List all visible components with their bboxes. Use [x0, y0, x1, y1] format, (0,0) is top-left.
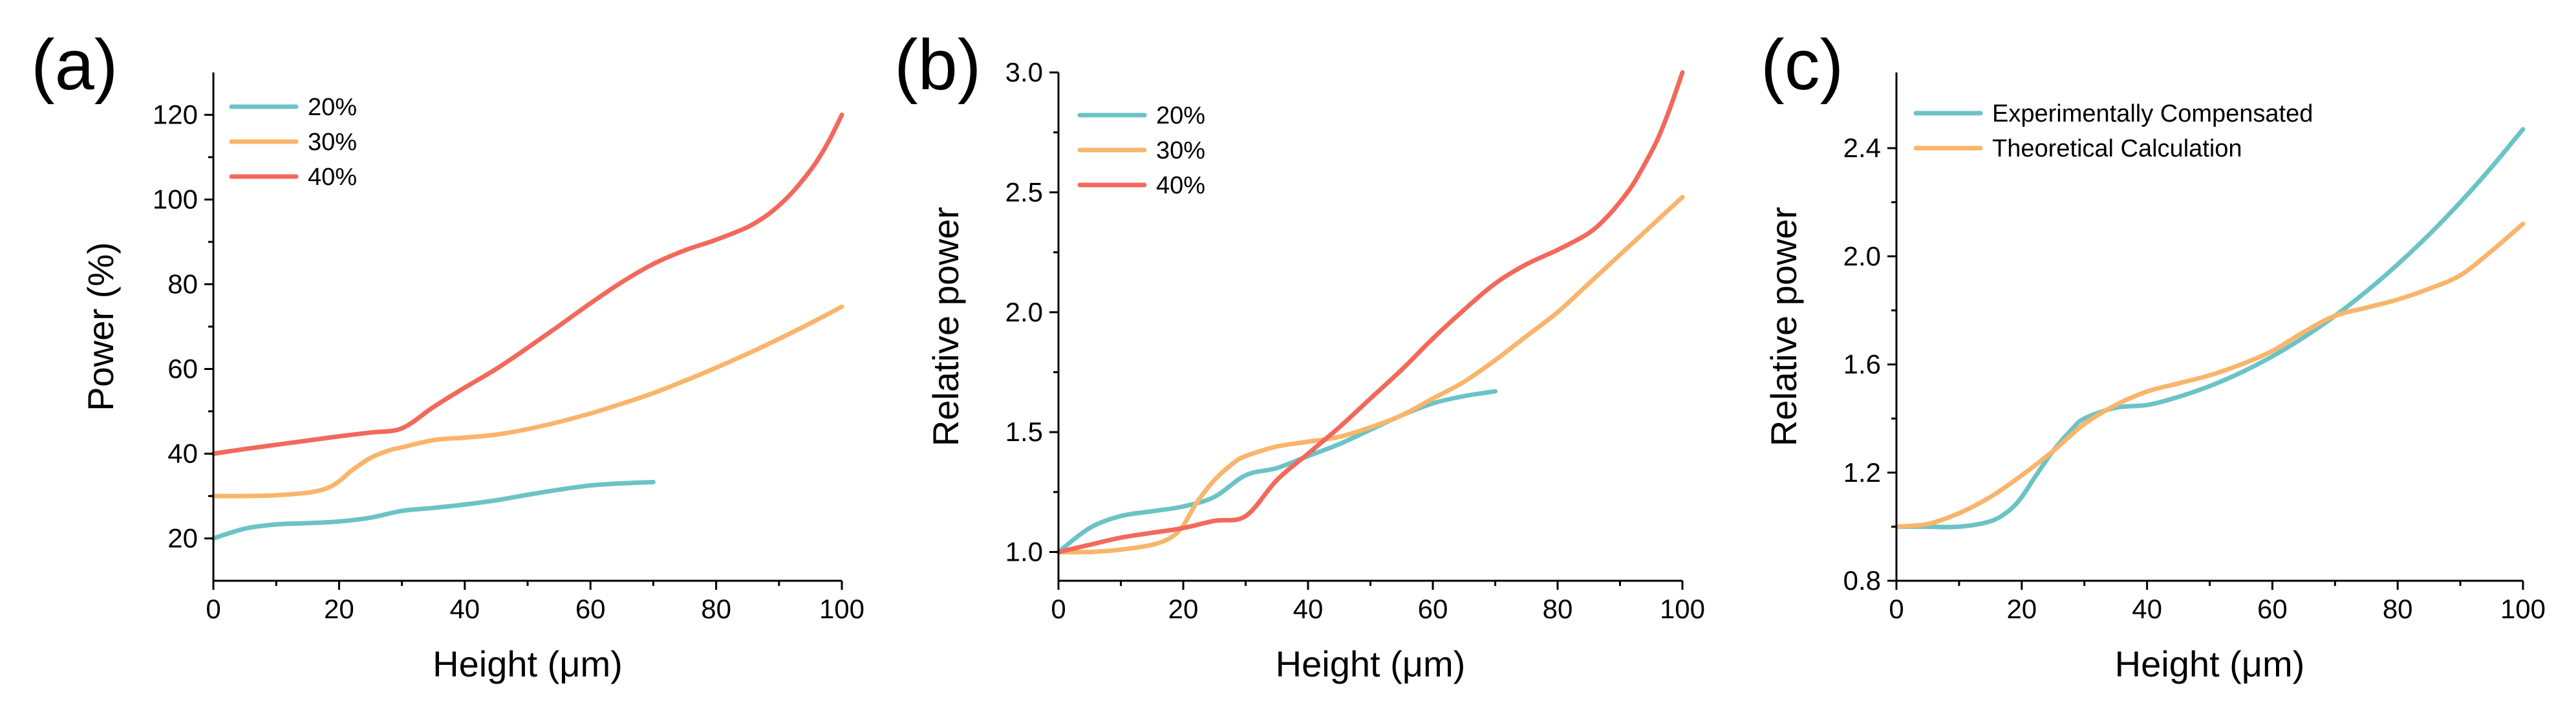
y-tick-label: 1.6: [1843, 349, 1881, 380]
panel-label: (a): [31, 25, 118, 105]
y-axis-title: Relative power: [1763, 207, 1804, 446]
series-line-20: [1056, 389, 1497, 554]
y-tick-label: 2.0: [1005, 297, 1043, 327]
y-tick-label: 40: [167, 438, 198, 469]
series-line-40: [1056, 70, 1685, 554]
panel-label: (b): [894, 25, 981, 105]
x-axis-title: Height (μm): [1276, 644, 1466, 684]
x-tick-label: 60: [1418, 594, 1448, 624]
y-tick-label: 20: [167, 523, 198, 554]
panel-c: (c) 0 20 40 60 80 100 0.8 1.2 1.6 2.0 2.4 Height (μm…: [1761, 25, 2546, 684]
legend-label: 40%: [308, 164, 357, 191]
x-tick-label: 60: [575, 594, 606, 624]
series-line-theoretical-calculation: [1894, 221, 2526, 529]
x-tick-label: 20: [324, 594, 354, 624]
x-tick-label: 0: [1051, 594, 1066, 624]
y-axis-title: Relative power: [925, 207, 966, 446]
y-tick-label: 1.2: [1843, 457, 1881, 488]
x-tick-label: 80: [2383, 594, 2413, 624]
panel-a: (a) 0 20 40 60 80 100 20 40 60 80 100 120 Height (μm)…: [31, 25, 864, 684]
x-tick-label: 100: [819, 594, 864, 624]
x-tick-label: 100: [2500, 594, 2546, 624]
x-tick-label: 40: [2132, 594, 2162, 624]
legend: Experimentally Compensated Theoretical Ca…: [1913, 100, 2313, 162]
legend-label: Theoretical Calculation: [1992, 135, 2242, 162]
x-axis-title: Height (μm): [433, 644, 623, 684]
legend-label: 30%: [308, 129, 357, 156]
series-line-40: [211, 113, 844, 456]
legend: 20% 30% 40%: [229, 94, 357, 191]
series-line-20: [211, 479, 656, 541]
legend-label: 30%: [1156, 137, 1205, 164]
x-tick-label: 80: [1543, 594, 1573, 624]
y-tick-label: 0.8: [1843, 565, 1881, 596]
legend-label: Experimentally Compensated: [1992, 100, 2313, 127]
legend-label: 40%: [1156, 172, 1205, 199]
panel-b: (b) 0 20 40 60 80 100 1.0 1.5 2.0 2.5 3.0 Height (μm…: [894, 25, 1705, 684]
y-tick-label: 1.5: [1005, 416, 1043, 447]
series-line-30: [211, 304, 844, 499]
x-tick-label: 0: [206, 594, 220, 624]
y-tick-label: 120: [153, 100, 198, 130]
y-tick-label: 1.0: [1005, 537, 1043, 567]
y-tick-label: 60: [167, 354, 198, 384]
x-tick-label: 80: [701, 594, 731, 624]
y-tick-label: 3.0: [1005, 57, 1043, 87]
y-tick-label: 2.0: [1843, 241, 1881, 271]
x-axis-title: Height (μm): [2115, 644, 2305, 684]
y-tick-label: 80: [167, 269, 198, 299]
legend: 20% 30% 40%: [1077, 102, 1205, 199]
y-tick-label: 2.5: [1005, 177, 1043, 207]
y-axis-title: Power (%): [80, 242, 121, 411]
x-tick-label: 0: [1889, 594, 1904, 624]
series-line-experimentally-compensated: [1894, 127, 2526, 530]
y-tick-label: 100: [153, 184, 198, 215]
legend-label: 20%: [1156, 102, 1205, 129]
legend-label: 20%: [308, 94, 357, 121]
x-tick-label: 20: [1168, 594, 1199, 624]
x-tick-label: 20: [2006, 594, 2037, 624]
x-tick-label: 100: [1660, 594, 1705, 624]
y-tick-label: 2.4: [1843, 133, 1881, 163]
panel-label: (c): [1761, 25, 1843, 105]
x-tick-label: 40: [449, 594, 480, 624]
x-tick-label: 40: [1293, 594, 1324, 624]
x-tick-label: 60: [2257, 594, 2288, 624]
series-line-30: [1056, 195, 1685, 555]
